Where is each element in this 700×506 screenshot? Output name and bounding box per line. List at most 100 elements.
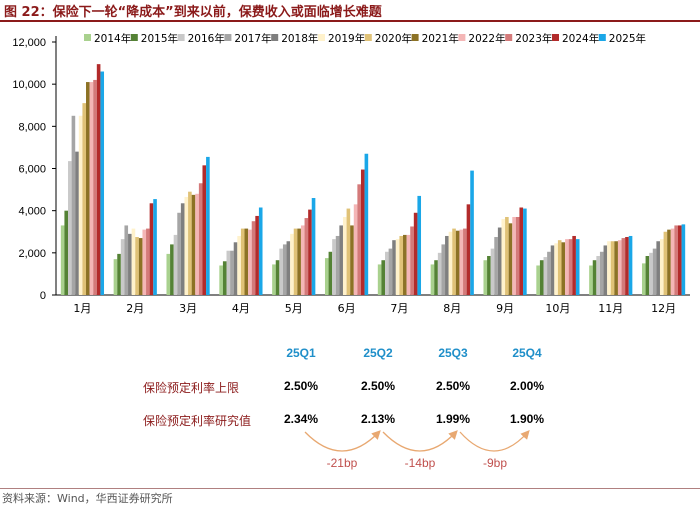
bar <box>304 218 309 295</box>
bar <box>652 248 657 295</box>
title-divider <box>0 20 700 22</box>
bar <box>195 193 199 295</box>
quarter-label: 25Q4 <box>512 346 542 360</box>
bar <box>459 229 464 295</box>
y-tick-label: 12,000 <box>12 37 46 49</box>
bar <box>219 265 223 295</box>
quarter-label: 25Q1 <box>286 346 316 360</box>
bar <box>589 265 593 295</box>
bar <box>536 265 540 295</box>
bar <box>607 241 611 295</box>
bar <box>342 216 347 295</box>
bar <box>100 71 105 295</box>
bar <box>124 225 129 295</box>
bp-change-label: -21bp <box>326 456 358 470</box>
bar <box>568 239 573 295</box>
legend-label: 2016年 <box>188 32 225 45</box>
bar <box>332 239 336 295</box>
bar <box>403 234 407 295</box>
legend-swatch <box>318 34 325 41</box>
rate-research-value: 1.90% <box>509 412 545 426</box>
bar <box>311 198 316 295</box>
quarter-label: 25Q3 <box>438 346 468 360</box>
legend-swatch <box>598 34 606 41</box>
row-label-rate-research: 保险预定利率研究值 <box>143 414 252 428</box>
bar <box>279 248 283 295</box>
bar <box>293 228 298 295</box>
bar <box>86 82 90 295</box>
bar <box>628 235 633 295</box>
bar <box>335 235 340 295</box>
bar <box>508 223 513 295</box>
bar <box>543 257 548 295</box>
legend-label: 2018年 <box>281 32 318 45</box>
bar <box>339 225 343 295</box>
bar <box>663 231 668 295</box>
bar <box>557 240 562 295</box>
bar <box>146 228 150 295</box>
bar <box>385 251 389 295</box>
bar <box>255 215 259 295</box>
bar <box>138 238 143 295</box>
bar <box>487 256 491 295</box>
rate-research-value: 2.34% <box>283 412 319 426</box>
bar <box>89 82 94 295</box>
bar <box>455 230 460 295</box>
bar <box>300 225 305 295</box>
bar <box>561 242 566 295</box>
bar <box>68 161 72 295</box>
x-tick-label: 3月 <box>179 302 197 315</box>
bar <box>131 228 136 295</box>
bar <box>494 237 498 295</box>
bar <box>523 208 527 295</box>
source-divider <box>0 488 700 489</box>
bar <box>188 191 192 295</box>
bp-change-label: -14bp <box>404 456 436 470</box>
bar <box>233 242 238 295</box>
bar <box>142 229 147 295</box>
x-tick-label: 9月 <box>496 302 514 315</box>
x-tick-label: 10月 <box>545 302 570 315</box>
bar <box>395 239 400 295</box>
bar <box>328 251 333 295</box>
bar-chart: 0 2,000 4,000 6,000 8,000 10,000 12,000 1月 2月 3月 4… <box>12 32 690 315</box>
bar <box>596 256 600 295</box>
bar <box>441 244 446 295</box>
rate-cap-value: 2.50% <box>360 379 396 393</box>
bar <box>64 210 69 295</box>
bar <box>539 260 544 295</box>
bar <box>445 235 449 295</box>
bar <box>656 241 660 295</box>
bar <box>437 252 442 295</box>
legend-label: 2022年 <box>468 32 505 45</box>
bar <box>490 248 495 295</box>
bar <box>60 225 65 295</box>
bar <box>512 216 516 295</box>
bar <box>621 238 626 295</box>
x-tick-label: 12月 <box>651 302 676 315</box>
bar <box>237 235 241 295</box>
bar <box>614 241 618 295</box>
bar <box>649 252 653 295</box>
bar <box>399 235 404 295</box>
bar <box>222 261 227 295</box>
legend-label: 2014年 <box>94 32 131 45</box>
bar <box>149 203 154 295</box>
bar <box>470 170 474 295</box>
bar <box>410 226 414 295</box>
bar <box>645 256 650 295</box>
bar <box>360 169 365 295</box>
y-tick-label: 8,000 <box>18 121 46 133</box>
rate-cap-value: 2.00% <box>509 379 545 393</box>
bar <box>452 228 456 295</box>
x-tick-label: 1月 <box>73 302 91 315</box>
bar <box>191 194 196 295</box>
bar <box>244 228 249 295</box>
bar <box>153 199 157 295</box>
bar <box>173 234 178 295</box>
bar <box>248 229 252 295</box>
legend-swatch <box>505 34 513 41</box>
change-arrow <box>304 430 381 452</box>
legend-swatch <box>364 34 372 41</box>
legend-swatch <box>177 34 185 41</box>
